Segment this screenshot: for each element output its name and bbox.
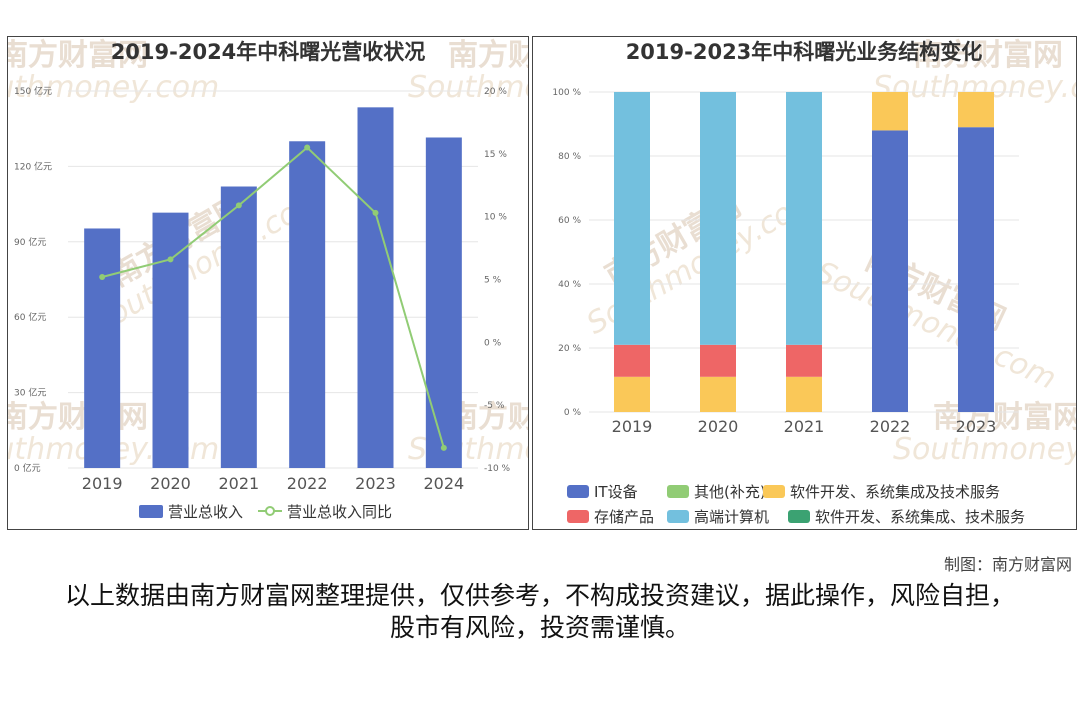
- watermark-text: 南方财富网: [8, 38, 148, 73]
- revenue-chart: 南方财富网Southmoney.com南方财富网Southmoney.com南方…: [8, 38, 528, 521]
- y2-tick-label: -10 %: [484, 464, 511, 474]
- x-tick-label: 2021: [218, 474, 259, 493]
- y-tick-label: 20 %: [558, 344, 581, 354]
- watermark-text: Southmoney.com: [408, 70, 528, 105]
- chart-title: 2019-2023年中科曙光业务结构变化: [626, 40, 983, 64]
- stacked-bar-segment: [872, 130, 908, 412]
- y2-tick-label: -5 %: [484, 401, 505, 411]
- revenue-bar: [357, 107, 394, 468]
- y-tick-label: 0 亿元: [14, 462, 41, 474]
- business-structure-chart-panel: 南方财富网Southmoney.com南方财富网Southmoney.com南方…: [532, 36, 1077, 530]
- yoy-point: [167, 256, 174, 263]
- revenue-bar: [425, 137, 462, 468]
- stacked-bar-segment: [958, 127, 994, 412]
- watermark-text: 南方财富网: [913, 38, 1063, 73]
- legend-swatch: [567, 510, 589, 523]
- revenue-bar: [84, 228, 121, 468]
- business-structure-chart: 南方财富网Southmoney.com南方财富网Southmoney.com南方…: [552, 38, 1076, 526]
- y2-tick-label: 5 %: [484, 276, 502, 286]
- watermark-text: 南方财富网: [933, 400, 1076, 435]
- y-tick-label: 100 %: [552, 88, 581, 98]
- yoy-point: [304, 144, 311, 151]
- y-tick-label: 90 亿元: [14, 236, 46, 248]
- x-tick-label: 2021: [784, 417, 825, 436]
- stacked-bar-segment: [614, 376, 650, 412]
- legend-marker: [265, 506, 275, 516]
- watermark-text: Southmoney.com: [8, 70, 219, 105]
- legend-swatch: [667, 485, 689, 498]
- y-tick-label: 150 亿元: [14, 85, 52, 97]
- x-tick-label: 2022: [870, 417, 911, 436]
- legend-label: 营业总收入: [168, 503, 243, 521]
- yoy-point: [372, 209, 379, 216]
- stacked-bar-segment: [786, 376, 822, 412]
- y2-tick-label: 0 %: [484, 338, 502, 348]
- yoy-point: [440, 444, 447, 451]
- stacked-bar-segment: [786, 344, 822, 377]
- chart-credit: 制图：南方财富网: [943, 555, 1072, 574]
- stacked-bar-segment: [958, 92, 994, 128]
- revenue-chart-panel: 南方财富网Southmoney.com南方财富网Southmoney.com南方…: [7, 36, 529, 530]
- y-tick-label: 80 %: [558, 152, 581, 162]
- stacked-bar-segment: [786, 92, 822, 345]
- legend-swatch: [763, 485, 785, 498]
- stacked-bar-segment: [700, 92, 736, 345]
- x-tick-label: 2022: [287, 474, 328, 493]
- legend-label: 软件开发、系统集成、技术服务: [815, 508, 1025, 526]
- legend-swatch: [567, 485, 589, 498]
- revenue-bar: [152, 212, 189, 468]
- y2-tick-label: 10 %: [484, 213, 507, 223]
- stacked-bar-segment: [700, 344, 736, 377]
- legend-label: IT设备: [594, 483, 638, 501]
- x-tick-label: 2020: [150, 474, 191, 493]
- legend-label: 软件开发、系统集成及技术服务: [790, 483, 1000, 501]
- y-tick-label: 0 %: [564, 408, 582, 418]
- y-tick-label: 60 亿元: [14, 311, 46, 323]
- y2-tick-label: 20 %: [484, 87, 507, 97]
- y-tick-label: 40 %: [558, 280, 581, 290]
- watermark-text: 南方财富网: [8, 400, 148, 435]
- watermark: 南方财富网Southmoney.com南方财富网Southmoney.com南方…: [581, 38, 1076, 467]
- yoy-point: [235, 202, 242, 209]
- x-tick-label: 2023: [956, 417, 997, 436]
- legend-swatch: [139, 505, 163, 518]
- revenue-bar: [289, 141, 326, 468]
- x-tick-label: 2020: [698, 417, 739, 436]
- y-tick-label: 30 亿元: [14, 387, 46, 399]
- x-tick-label: 2019: [612, 417, 653, 436]
- revenue-bar: [220, 186, 257, 469]
- yoy-line: [101, 146, 445, 449]
- watermark-text: Southmoney.com: [893, 432, 1076, 467]
- legend-swatch: [667, 510, 689, 523]
- stacked-bar-segment: [614, 344, 650, 377]
- legend: 营业总收入 营业总收入同比: [139, 503, 392, 521]
- x-tick-label: 2019: [82, 474, 123, 493]
- stacked-bar-segment: [700, 376, 736, 412]
- legend-label: 高端计算机: [694, 508, 769, 526]
- y2-tick-label: 15 %: [484, 150, 507, 160]
- legend-label: 其他(补充): [694, 483, 766, 501]
- y-tick-label: 60 %: [558, 216, 581, 226]
- yoy-point: [99, 273, 106, 280]
- legend-label: 存储产品: [594, 508, 654, 526]
- x-tick-label: 2024: [423, 474, 464, 493]
- legend-label: 营业总收入同比: [287, 503, 392, 521]
- legend-swatch: [788, 510, 810, 523]
- watermark-text: 南方财富网: [448, 38, 528, 73]
- disclaimer-text: 以上数据由南方财富网整理提供，仅供参考，不构成投资建议，据此操作，风险自担，股市…: [64, 581, 1015, 642]
- x-tick-label: 2023: [355, 474, 396, 493]
- chart-title: 2019-2024年中科曙光营收状况: [111, 40, 426, 64]
- stacked-bar-segment: [614, 92, 650, 345]
- stacked-bar-segment: [872, 92, 908, 131]
- y-tick-label: 120 亿元: [14, 160, 52, 172]
